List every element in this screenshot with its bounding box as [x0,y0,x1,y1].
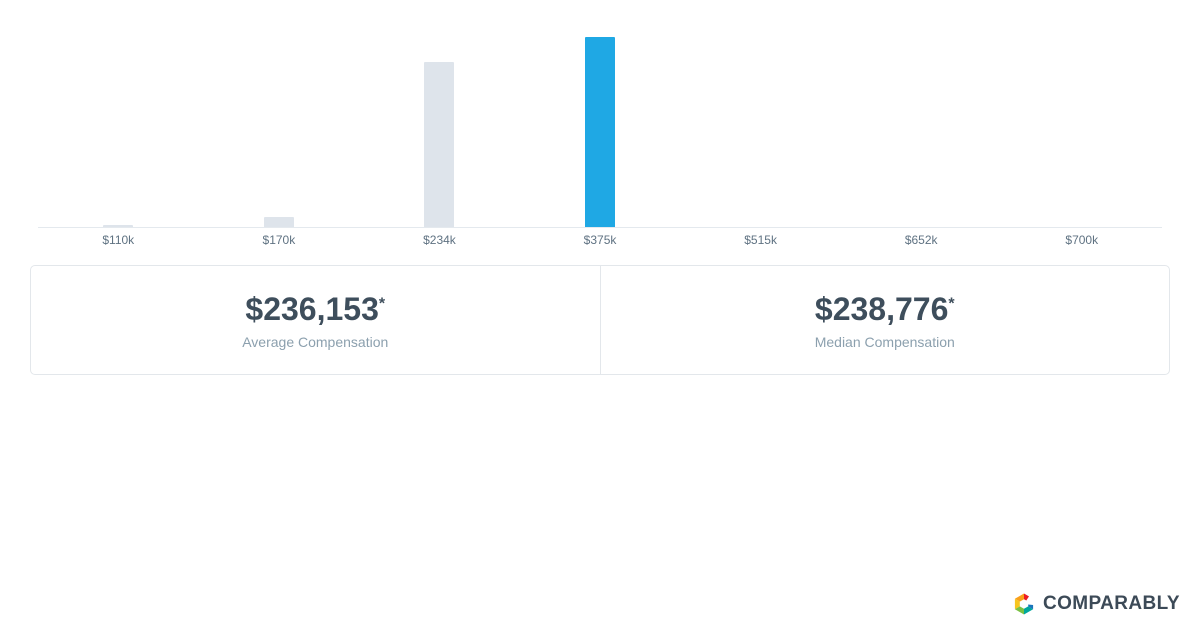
chart-x-axis-labels: $110k $170k $234k $375k $515k $652k $700k [38,228,1162,247]
x-tick-label: $515k [744,233,777,247]
comparably-wordmark: COMPARABLY [1042,593,1180,614]
average-compensation-card: $236,153* Average Compensation [31,266,600,374]
median-compensation-label: Median Compensation [814,334,955,351]
median-compensation-amount: $238,776 [814,291,949,327]
x-tick-label: $652k [904,233,938,247]
bar-$234k [424,62,455,227]
median-compensation-card: $238,776* Median Compensation [599,266,1170,375]
bar-slot [359,62,520,227]
bar-slot [199,217,360,227]
average-compensation-label: Average Compensation [242,334,389,351]
bar-$375k [585,37,616,227]
stats-cards: $236,153* Average Compensation $238,776*… [30,265,1170,376]
x-tick-label: $170k [262,233,296,247]
compensation-histogram: $110k $170k $234k $375k $515k $652k $700k [38,0,1162,247]
bar-slot [520,37,681,227]
chart-bars [38,37,1162,228]
comparably-logo: COMPARABLY [1012,592,1180,616]
x-tick-label: $234k [423,233,456,247]
comparably-icon [1012,592,1036,616]
compensation-summary-page: $110k $170k $234k $375k $515k $652k $700k $236… [30,0,1180,615]
median-asterisk: * [948,295,955,313]
median-compensation-value: $238,776* [601,291,1170,327]
x-tick-label: $110k [102,233,135,247]
x-tick-label: $375k [583,233,617,247]
bar-$170k [263,217,294,227]
average-asterisk: * [378,295,386,313]
bar-$110k [103,225,134,227]
average-compensation-value: $236,153* [31,291,600,327]
x-tick-label: $700k [1065,233,1099,247]
average-compensation-amount: $236,153 [245,291,379,327]
bar-slot [38,225,199,227]
